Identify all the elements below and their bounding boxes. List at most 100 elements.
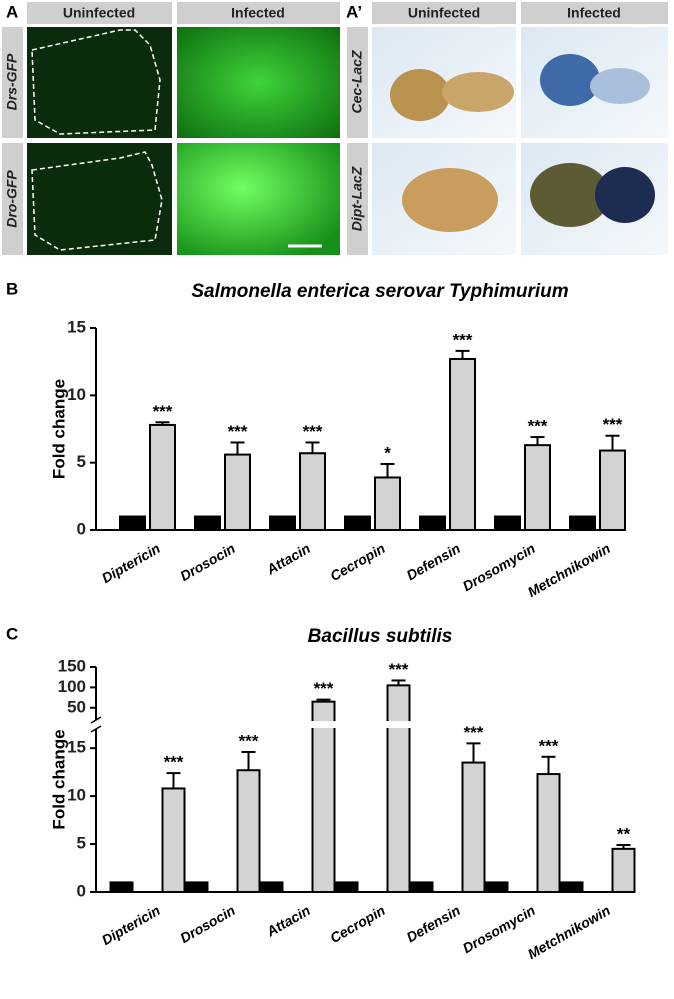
micrograph — [177, 143, 340, 255]
bar — [259, 881, 284, 893]
significance: *** — [528, 417, 548, 436]
y-tick-label: 0 — [77, 519, 86, 538]
column-header — [177, 2, 340, 24]
y-tick-label: 5 — [77, 452, 86, 471]
x-tick-label: Attacin — [263, 540, 313, 578]
bar — [269, 515, 296, 531]
bar — [344, 515, 371, 531]
fly — [530, 163, 610, 227]
significance: *** — [228, 422, 248, 441]
y-tick-label: 150 — [58, 656, 86, 675]
y-axis-label: Fold change — [49, 379, 68, 479]
bar — [449, 357, 476, 531]
fly — [590, 68, 650, 104]
column-header-text: Uninfected — [63, 5, 135, 21]
fly — [442, 72, 514, 112]
row-header — [2, 143, 23, 255]
bar — [461, 761, 486, 894]
significance: *** — [603, 415, 623, 434]
bar — [184, 881, 209, 893]
significance: *** — [464, 723, 484, 742]
y-tick-label: 10 — [67, 385, 86, 404]
fly — [402, 168, 498, 232]
x-tick-label: Defensin — [404, 540, 463, 583]
x-tick-label: Cecropin — [327, 902, 388, 946]
bar — [334, 881, 359, 893]
x-tick-label: Drosocin — [177, 540, 238, 584]
significance: * — [384, 443, 391, 462]
chart-title: Bacillus subtilis — [308, 626, 453, 647]
micrograph — [177, 27, 340, 138]
y-tick-label: 0 — [77, 881, 86, 900]
bar — [109, 881, 134, 893]
column-header-text: Uninfected — [408, 5, 480, 21]
significance: *** — [453, 330, 473, 349]
y-tick-label: 15 — [67, 738, 86, 757]
significance: *** — [164, 753, 184, 772]
axis-break — [90, 725, 102, 733]
bar — [536, 773, 561, 893]
bar — [119, 515, 146, 531]
y-tick-label: 50 — [67, 697, 86, 716]
significance: *** — [539, 736, 559, 755]
x-tick-label: Cecropin — [327, 540, 388, 584]
bar-break — [386, 721, 411, 728]
row-header — [2, 27, 23, 138]
x-tick-label: Drosocin — [177, 902, 238, 946]
bar — [236, 769, 261, 894]
bar — [599, 449, 626, 531]
column-header-text: Infected — [231, 5, 285, 21]
significance: *** — [314, 679, 334, 698]
significance: *** — [153, 402, 173, 421]
bar — [611, 847, 636, 894]
bar — [149, 423, 176, 531]
significance: ** — [617, 825, 631, 844]
column-header — [521, 2, 668, 24]
x-tick-label: Defensin — [404, 902, 463, 945]
bar — [374, 476, 401, 532]
significance: *** — [303, 422, 323, 441]
x-tick-label: Diptericin — [99, 540, 163, 586]
column-header — [27, 2, 172, 24]
row-header-text: Cec-LacZ — [349, 50, 365, 113]
row-header — [347, 143, 368, 255]
x-tick-label: Metchnikowin — [525, 540, 613, 600]
y-tick-label: 10 — [67, 786, 86, 805]
row-header-text: Drs-GFP — [4, 53, 20, 110]
panel-label: B — [6, 279, 18, 298]
panel-label: C — [6, 624, 18, 643]
bar — [419, 515, 446, 531]
x-tick-label: Diptericin — [99, 902, 163, 948]
column-header-text: Infected — [567, 5, 621, 21]
micrograph — [27, 143, 172, 255]
bar — [524, 444, 551, 531]
bar — [386, 684, 411, 893]
panel-label: A — [6, 2, 18, 21]
x-tick-label: Attacin — [263, 902, 313, 940]
bar — [569, 515, 596, 531]
significance: *** — [239, 731, 259, 750]
bar — [484, 881, 509, 893]
fly — [540, 54, 600, 106]
chart-title: Salmonella enterica serovar Typhimurium — [191, 281, 568, 302]
bar — [559, 881, 584, 893]
x-tick-label: Metchnikowin — [525, 902, 613, 962]
fly — [390, 69, 450, 121]
bar — [161, 787, 186, 894]
column-header — [372, 2, 516, 24]
bar — [494, 515, 521, 531]
row-header-text: Dro-GFP — [4, 170, 20, 228]
bar — [194, 515, 221, 531]
y-tick-label: 15 — [67, 317, 86, 336]
row-header — [347, 27, 368, 138]
outline — [31, 151, 163, 251]
fly — [595, 167, 655, 223]
bar — [311, 700, 336, 894]
row-header-text: Dipt-LacZ — [349, 166, 365, 231]
bar — [224, 453, 251, 531]
bar-break — [311, 721, 336, 728]
y-tick-label: 100 — [58, 677, 86, 696]
axis-break — [90, 716, 102, 724]
micrograph — [27, 27, 172, 138]
